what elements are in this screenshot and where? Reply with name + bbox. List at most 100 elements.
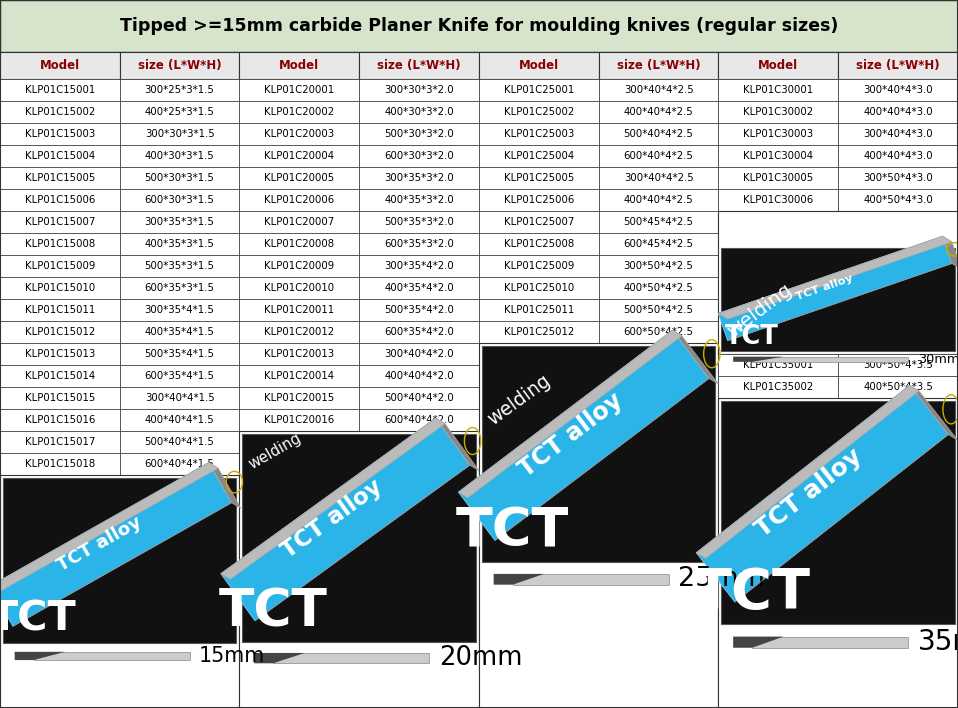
Text: 20mm: 20mm [439, 645, 522, 671]
Text: 500*35*4*1.5: 500*35*4*1.5 [145, 349, 215, 359]
Text: KLP01C20014: KLP01C20014 [264, 371, 334, 381]
Bar [240, 409, 359, 431]
Text: KLP01C30003: KLP01C30003 [743, 129, 813, 139]
Bar [479, 233, 599, 255]
Text: 300*35*3*1.5: 300*35*3*1.5 [145, 217, 215, 227]
Text: KLP01C30004: KLP01C30004 [743, 151, 813, 161]
Polygon shape [696, 385, 919, 559]
Text: KLP01C30006: KLP01C30006 [743, 195, 813, 205]
Bar [120, 52, 240, 79]
Bar [359, 343, 479, 365]
Bar [718, 211, 958, 354]
Text: KLP01C15016: KLP01C15016 [25, 415, 95, 425]
Text: 500*40*4*2.5: 500*40*4*2.5 [624, 129, 694, 139]
Bar [718, 52, 838, 79]
Text: 600*50*4*2.5: 600*50*4*2.5 [624, 327, 694, 337]
Text: 500*40*4*2.0: 500*40*4*2.0 [384, 393, 454, 403]
Bar [120, 255, 240, 277]
Text: KLP01C20013: KLP01C20013 [264, 349, 334, 359]
Text: KLP01C25005: KLP01C25005 [504, 173, 574, 183]
Polygon shape [209, 462, 240, 508]
Text: 400*40*4*2.5: 400*40*4*2.5 [624, 107, 694, 117]
Text: 300*50*4*2.5: 300*50*4*2.5 [624, 261, 694, 271]
Bar [838, 167, 958, 189]
Bar [599, 79, 718, 101]
Text: KLP01C20016: KLP01C20016 [264, 415, 334, 425]
Bar [721, 401, 955, 624]
Text: 300*40*4*1.5: 300*40*4*1.5 [145, 393, 215, 403]
Text: 600*35*3*1.5: 600*35*3*1.5 [145, 283, 215, 293]
Text: 400*30*3*1.5: 400*30*3*1.5 [145, 151, 215, 161]
Bar [120, 409, 240, 431]
Text: KLP01C20006: KLP01C20006 [264, 195, 334, 205]
Bar [240, 145, 359, 167]
Text: KLP01C30002: KLP01C30002 [743, 107, 813, 117]
Bar [838, 79, 958, 101]
Text: 300*35*4*1.5: 300*35*4*1.5 [145, 305, 215, 315]
Bar [838, 145, 958, 167]
Bar [479, 145, 599, 167]
Text: TCT alloy: TCT alloy [54, 513, 145, 575]
Text: TCT alloy: TCT alloy [751, 444, 867, 542]
Bar [482, 346, 716, 562]
Text: KLP01C15010: KLP01C15010 [25, 283, 95, 293]
Text: KLP01C15004: KLP01C15004 [25, 151, 95, 161]
Bar [359, 189, 479, 211]
Bar [120, 277, 240, 299]
Bar [0, 365, 120, 387]
Bar [240, 299, 359, 321]
Text: KLP01C30005: KLP01C30005 [743, 173, 813, 183]
Text: 300*35*3*2.0: 300*35*3*2.0 [384, 173, 454, 183]
Text: 400*40*4*2.5: 400*40*4*2.5 [624, 195, 694, 205]
Text: KLP01C15007: KLP01C15007 [25, 217, 95, 227]
Bar [240, 431, 479, 708]
Bar [599, 167, 718, 189]
Bar [240, 387, 359, 409]
Bar [479, 189, 599, 211]
Bar [240, 167, 359, 189]
Text: Tipped >=15mm carbide Planer Knife for moulding knives (regular sizes): Tipped >=15mm carbide Planer Knife for m… [120, 17, 838, 35]
Polygon shape [459, 330, 682, 498]
Bar [0, 431, 120, 453]
Text: KLP01C20010: KLP01C20010 [264, 283, 334, 293]
Bar [0, 123, 120, 145]
Text: 400*35*3*2.0: 400*35*3*2.0 [384, 195, 454, 205]
Bar [120, 387, 240, 409]
Text: welding: welding [246, 430, 304, 472]
Bar [479, 101, 599, 123]
Text: 300*35*4*2.0: 300*35*4*2.0 [384, 261, 454, 271]
Text: 400*40*4*2.0: 400*40*4*2.0 [384, 371, 454, 381]
Polygon shape [910, 385, 958, 440]
Text: KLP01C20009: KLP01C20009 [264, 261, 334, 271]
Bar [718, 101, 838, 123]
Bar [240, 365, 359, 387]
Bar [599, 211, 718, 233]
Text: KLP01C20012: KLP01C20012 [264, 327, 334, 337]
Polygon shape [34, 652, 190, 660]
Bar [120, 321, 240, 343]
Text: 500*30*3*2.0: 500*30*3*2.0 [384, 129, 454, 139]
Polygon shape [733, 357, 784, 362]
Text: KLP01C25001: KLP01C25001 [504, 85, 574, 95]
Polygon shape [14, 652, 65, 660]
Bar [479, 123, 599, 145]
Bar [599, 52, 718, 79]
Bar [599, 255, 718, 277]
Text: 400*50*4*3.0: 400*50*4*3.0 [863, 195, 933, 205]
Bar [838, 52, 958, 79]
Text: TCT alloy: TCT alloy [278, 475, 387, 563]
Text: KLP01C25002: KLP01C25002 [504, 107, 574, 117]
Text: 600*35*4*2.0: 600*35*4*2.0 [384, 327, 454, 337]
Bar [479, 343, 718, 708]
Text: 300*40*4*3.0: 300*40*4*3.0 [863, 85, 933, 95]
Text: KLP01C25004: KLP01C25004 [504, 151, 574, 161]
Bar [0, 52, 120, 79]
Bar [479, 321, 599, 343]
Text: 500*35*3*2.0: 500*35*3*2.0 [384, 217, 454, 227]
Bar [120, 343, 240, 365]
Text: 500*30*3*1.5: 500*30*3*1.5 [145, 173, 215, 183]
Bar [120, 145, 240, 167]
Bar [120, 431, 240, 453]
Bar [599, 299, 718, 321]
Text: 300*50*4*3.5: 300*50*4*3.5 [863, 360, 933, 370]
